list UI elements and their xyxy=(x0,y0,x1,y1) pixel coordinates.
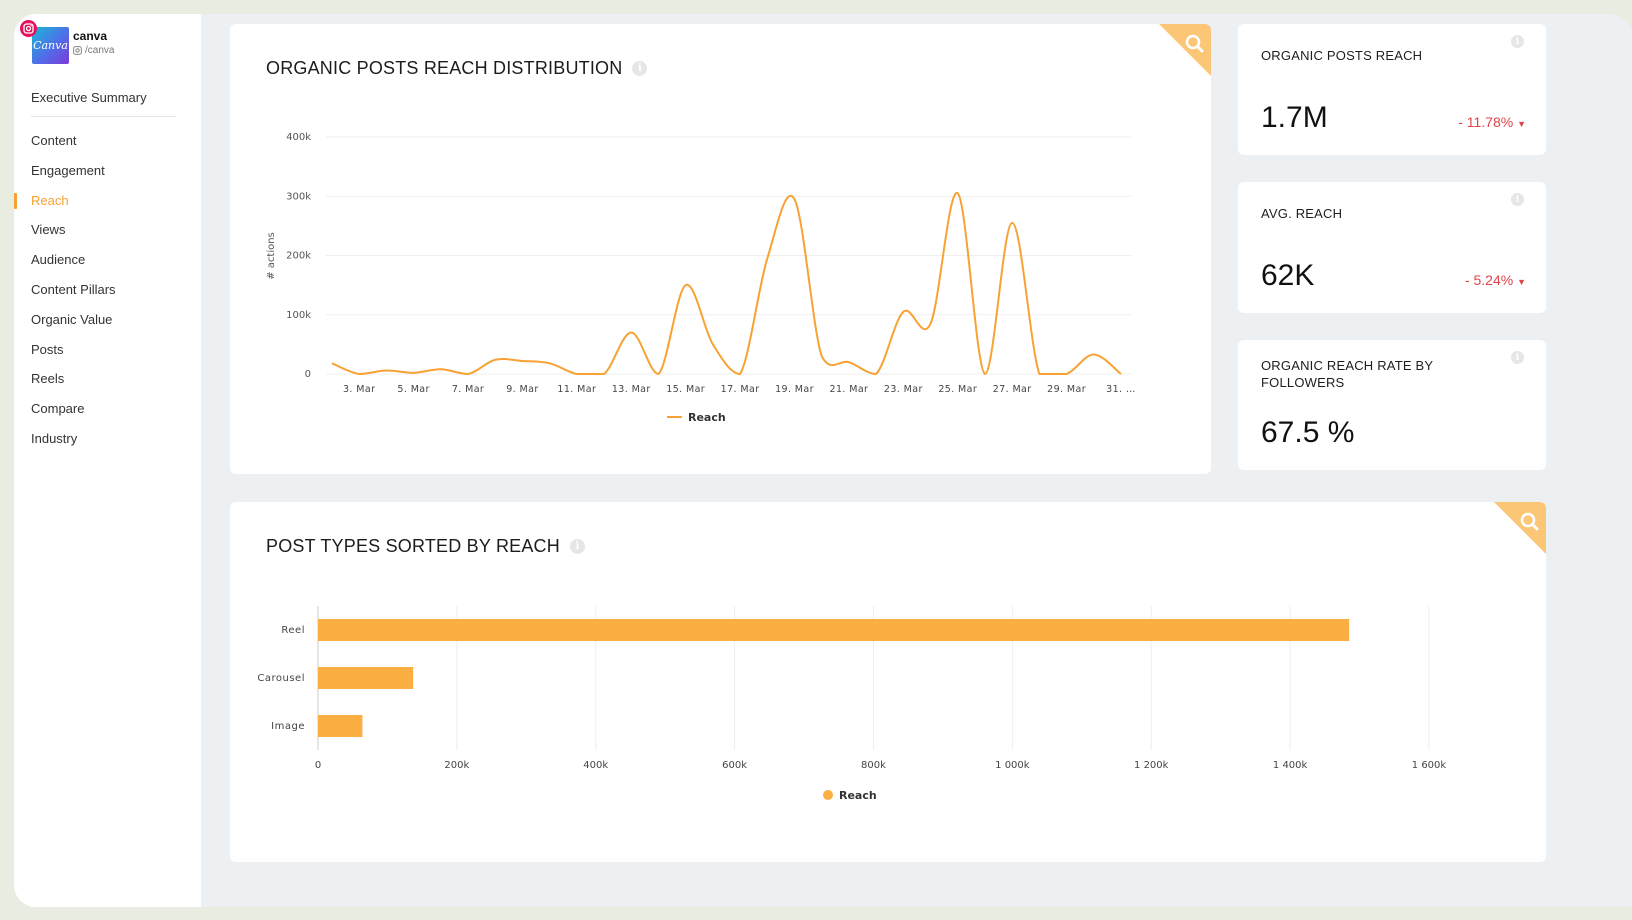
legend-swatch xyxy=(823,790,833,800)
reach-distribution-card: ORGANIC POSTS REACH DISTRIBUTION i 0 100k… xyxy=(230,24,1211,474)
reach-line-chart: 0 100k 200k 300k 400k # actions 3. Mar 5. Mar 7.… xyxy=(266,132,1136,424)
sidebar-item-posts[interactable]: Posts xyxy=(31,341,64,357)
kpi-delta: - 5.24% xyxy=(1464,272,1514,288)
sidebar-item-industry[interactable]: Industry xyxy=(31,430,78,446)
kpi-value: 1.7M xyxy=(1261,101,1328,134)
y-axis-label: # actions xyxy=(266,232,277,280)
x-tick-label: 1 600k xyxy=(1412,760,1447,771)
kpi-card-organic-reach: ORGANIC POSTS REACH i 1.7M - 11.78% ▼ xyxy=(1238,24,1546,155)
sidebar-item-content[interactable]: Content xyxy=(31,133,77,148)
y-tick-label: 300k xyxy=(286,191,311,202)
zoom-corner[interactable] xyxy=(1159,24,1211,76)
sidebar-item-engagement[interactable]: Engagement xyxy=(31,162,105,178)
nav-executive-summary[interactable]: Executive Summary xyxy=(31,90,147,105)
logo-text: Canva xyxy=(33,39,68,52)
x-tick-label: 3. Mar xyxy=(343,384,375,395)
x-tick-label: 1 200k xyxy=(1134,760,1169,771)
category-label: Reel xyxy=(281,625,305,636)
x-tick-label: 7. Mar xyxy=(452,384,484,395)
kpi-delta-row: - 11.78% ▼ xyxy=(1458,114,1526,130)
kpi-value: 62K xyxy=(1261,259,1315,292)
kpi-card-reach-rate: ORGANIC REACH RATE BY FOLLOWERS i 67.5 % xyxy=(1238,340,1546,470)
sidebar-item-views[interactable]: Views xyxy=(31,222,66,238)
x-tick-label: 19. Mar xyxy=(775,384,814,395)
caret-down-icon: ▼ xyxy=(1517,119,1526,129)
reach-distribution-title: ORGANIC POSTS REACH DISTRIBUTION xyxy=(266,58,623,78)
x-tick-label: 29. Mar xyxy=(1047,384,1086,395)
post-types-card: POST TYPES SORTED BY REACH i 0 200k 400k 60… xyxy=(230,502,1546,862)
sidebar-item-reach[interactable]: Reach xyxy=(14,186,201,216)
sidebar-item-organic-value[interactable]: Organic Value xyxy=(31,311,113,327)
caret-down-icon: ▼ xyxy=(1517,277,1526,287)
x-tick-label: 9. Mar xyxy=(506,384,538,395)
kpi-title: ORGANIC POSTS REACH xyxy=(1261,48,1423,63)
x-tick-label: 1 000k xyxy=(995,760,1030,771)
category-label: Image xyxy=(271,721,305,732)
kpi-card-avg-reach: AVG. REACH i 62K - 5.24% ▼ xyxy=(1238,182,1546,313)
y-tick-label: 400k xyxy=(286,132,311,143)
x-tick-label: 17. Mar xyxy=(721,384,760,395)
kpi-delta: - 11.78% xyxy=(1458,114,1514,130)
bar xyxy=(318,619,1350,641)
category-label: Carousel xyxy=(257,673,305,684)
y-tick-label: 200k xyxy=(286,251,311,262)
x-tick-label: 21. Mar xyxy=(830,384,869,395)
x-tick-label: 15. Mar xyxy=(666,384,705,395)
kpi-title: AVG. REACH xyxy=(1261,206,1343,221)
nav-list: Content Engagement Reach Views Audience Conte… xyxy=(14,126,201,454)
zoom-corner[interactable] xyxy=(1494,502,1546,554)
avatar: Canva xyxy=(32,27,69,64)
x-tick-label: 5. Mar xyxy=(397,384,429,395)
info-icon[interactable]: i xyxy=(632,61,648,76)
x-tick-label: 31. … xyxy=(1106,384,1136,395)
sidebar-item-reels[interactable]: Reels xyxy=(31,371,65,387)
x-tick-label: 1 400k xyxy=(1273,760,1308,771)
profile[interactable]: Canva canva /canva xyxy=(20,20,192,67)
sidebar-item-compare[interactable]: Compare xyxy=(31,401,85,417)
info-icon[interactable]: i xyxy=(1511,351,1524,364)
profile-handle: /canva xyxy=(85,45,115,56)
app-frame: Canva canva /canva Executive Summary Con… xyxy=(14,14,1632,907)
x-tick-label: 0 xyxy=(315,760,321,771)
info-icon[interactable]: i xyxy=(1511,35,1524,48)
profile-handle-row: /canva xyxy=(73,45,114,56)
search-icon xyxy=(1185,34,1204,53)
post-types-title-row: POST TYPES SORTED BY REACH i xyxy=(266,536,585,557)
reach-series-line xyxy=(331,192,1122,376)
x-tick-label: 800k xyxy=(861,760,886,771)
kpi-value: 67.5 % xyxy=(1261,416,1355,449)
kpi-delta-row: - 5.24% ▼ xyxy=(1465,272,1526,288)
post-types-title: POST TYPES SORTED BY REACH xyxy=(266,536,560,556)
nav-divider xyxy=(31,116,176,117)
instagram-icon xyxy=(20,20,37,37)
bar xyxy=(318,715,363,737)
info-icon[interactable]: i xyxy=(569,539,585,554)
x-tick-label: 400k xyxy=(583,760,608,771)
instagram-small-icon xyxy=(73,46,82,55)
x-tick-label: 25. Mar xyxy=(938,384,977,395)
legend-label: Reach xyxy=(688,411,726,424)
sidebar: Canva canva /canva Executive Summary Con… xyxy=(14,14,201,907)
bar xyxy=(318,667,414,689)
legend-label: Reach xyxy=(839,789,877,802)
x-tick-label: 27. Mar xyxy=(993,384,1032,395)
info-icon[interactable]: i xyxy=(1511,193,1524,206)
y-tick-label: 100k xyxy=(286,310,311,321)
x-tick-label: 200k xyxy=(444,760,469,771)
profile-name: canva xyxy=(73,29,108,43)
post-types-bar-chart: 0 200k 400k 600k 800k 1 000k 1 200k 1 400k 1 600… xyxy=(257,606,1447,802)
x-tick-label: 11. Mar xyxy=(557,384,596,395)
x-tick-label: 600k xyxy=(722,760,747,771)
x-tick-label: 23. Mar xyxy=(884,384,923,395)
sidebar-item-audience[interactable]: Audience xyxy=(31,252,86,268)
kpi-title: ORGANIC REACH RATE BY FOLLOWERS xyxy=(1261,358,1434,390)
search-icon xyxy=(1520,512,1539,531)
reach-distribution-title-row: ORGANIC POSTS REACH DISTRIBUTION i xyxy=(266,58,648,79)
y-tick-label: 0 xyxy=(305,369,311,380)
sidebar-item-content-pillars[interactable]: Content Pillars xyxy=(31,281,116,297)
x-tick-label: 13. Mar xyxy=(612,384,651,395)
